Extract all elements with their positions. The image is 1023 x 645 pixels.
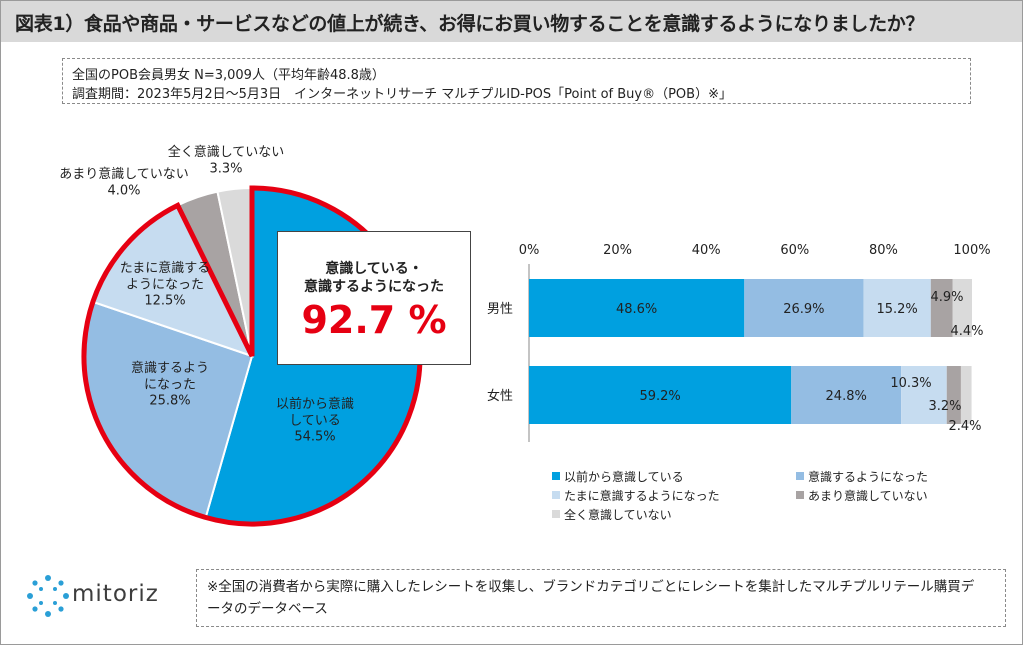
pie-label-2: たまに意識するようになった 12.5% (120, 260, 211, 309)
title-bar: 図表1）食品や商品・サービスなどの値上が続き、お得にお買い物することを意識するよ… (1, 1, 1022, 42)
legend-item-2: たまに意識するようになった (552, 487, 720, 504)
legend-label-4: 全く意識していない (564, 508, 672, 522)
x-tick-4: 80% (869, 243, 898, 258)
bar-1-3 (946, 366, 961, 424)
total-callout: 意識している・ 意識するようになった 92.7 % (277, 231, 471, 365)
legend-label-0: 以前から意識している (564, 470, 684, 484)
bar-label-1-2: 10.3% (890, 376, 931, 391)
footnote-box: ※全国の消費者から実際に購入したレシートを収集し、ブランドカテゴリごとにレシート… (196, 569, 1006, 627)
callout-label-line2: 意識するようになった (304, 279, 444, 295)
bar-0-1 (744, 279, 864, 337)
bar-label-0-1: 26.9% (783, 302, 824, 317)
bar-label-0-0: 48.6% (616, 302, 657, 317)
legend-swatch-3 (796, 491, 804, 499)
pie-label-3: あまり意識していない 4.0% (59, 166, 189, 198)
bar-1-1 (791, 366, 902, 424)
pie-label-0: 以前から意識している 54.5% (276, 396, 354, 445)
x-tick-0: 0% (519, 243, 540, 258)
legend-swatch-0 (552, 472, 560, 480)
legend-label-1: 意識するようになった (808, 470, 929, 484)
bar-label-1-1: 24.8% (826, 389, 867, 404)
bar-category-1: 女性 (487, 388, 513, 404)
bar-label-1-0: 59.2% (639, 389, 680, 404)
legend-item-4: 全く意識していない (552, 506, 672, 523)
bar-label-1-4: 2.4% (948, 419, 981, 434)
bar-0-2 (863, 279, 931, 337)
x-tick-1: 20% (603, 243, 632, 258)
bar-1-2 (901, 366, 947, 424)
mitoriz-logo: mitoriz (26, 574, 186, 618)
logo-text: mitoriz (72, 581, 159, 607)
bar-1-4 (960, 366, 972, 424)
legend-label-3: あまり意識していない (808, 489, 928, 503)
legend-swatch-4 (552, 510, 560, 518)
bar-category-0: 男性 (487, 302, 513, 317)
survey-info-box: 全国のPOB会員男女 N=3,009人（平均年齢48.8歳） 調査期間：2023… (62, 58, 971, 104)
bar-label-0-4: 4.4% (950, 324, 983, 339)
bar-label-1-3: 3.2% (928, 399, 961, 414)
legend-swatch-2 (552, 491, 560, 499)
x-tick-5: 100% (953, 243, 990, 258)
pie-label-4: 全く意識していない 3.3% (168, 144, 285, 176)
bar-label-0-2: 15.2% (876, 302, 917, 317)
page-title: 図表1）食品や商品・サービスなどの値上が続き、お得にお買い物することを意識するよ… (15, 13, 925, 35)
pie-label-1: 意識するようになった 25.8% (131, 360, 209, 409)
survey-period-text: 調査期間：2023年5月2日～5月3日 インターネットリサーチ マルチプルID-… (72, 87, 732, 102)
legend-label-2: たまに意識するようになった (564, 489, 720, 503)
legend-swatch-1 (796, 472, 804, 480)
legend-item-3: あまり意識していない (796, 487, 928, 504)
bar-0-3 (930, 279, 953, 337)
x-tick-3: 60% (780, 243, 809, 258)
bar-1-0 (529, 366, 792, 424)
callout-total-value: 92.7 % (301, 298, 447, 342)
callout-label-line1: 意識している・ (325, 261, 423, 277)
legend-item-0: 以前から意識している (552, 468, 684, 485)
network-logo-icon (27, 575, 69, 617)
bar-0-4 (952, 279, 972, 337)
x-tick-2: 40% (692, 243, 721, 258)
bar-label-0-3: 4.9% (930, 290, 963, 305)
survey-sample-text: 全国のPOB会員男女 N=3,009人（平均年齢48.8歳） (72, 68, 385, 83)
legend-item-1: 意識するようになった (796, 468, 928, 485)
footnote-text: ※全国の消費者から実際に購入したレシートを収集し、ブランドカテゴリごとにレシート… (207, 579, 975, 617)
bar-0-0 (529, 279, 745, 337)
